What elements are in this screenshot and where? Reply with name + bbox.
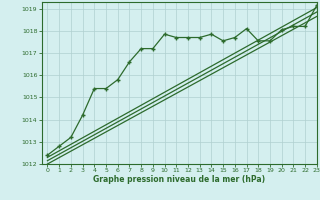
X-axis label: Graphe pression niveau de la mer (hPa): Graphe pression niveau de la mer (hPa)	[93, 175, 265, 184]
